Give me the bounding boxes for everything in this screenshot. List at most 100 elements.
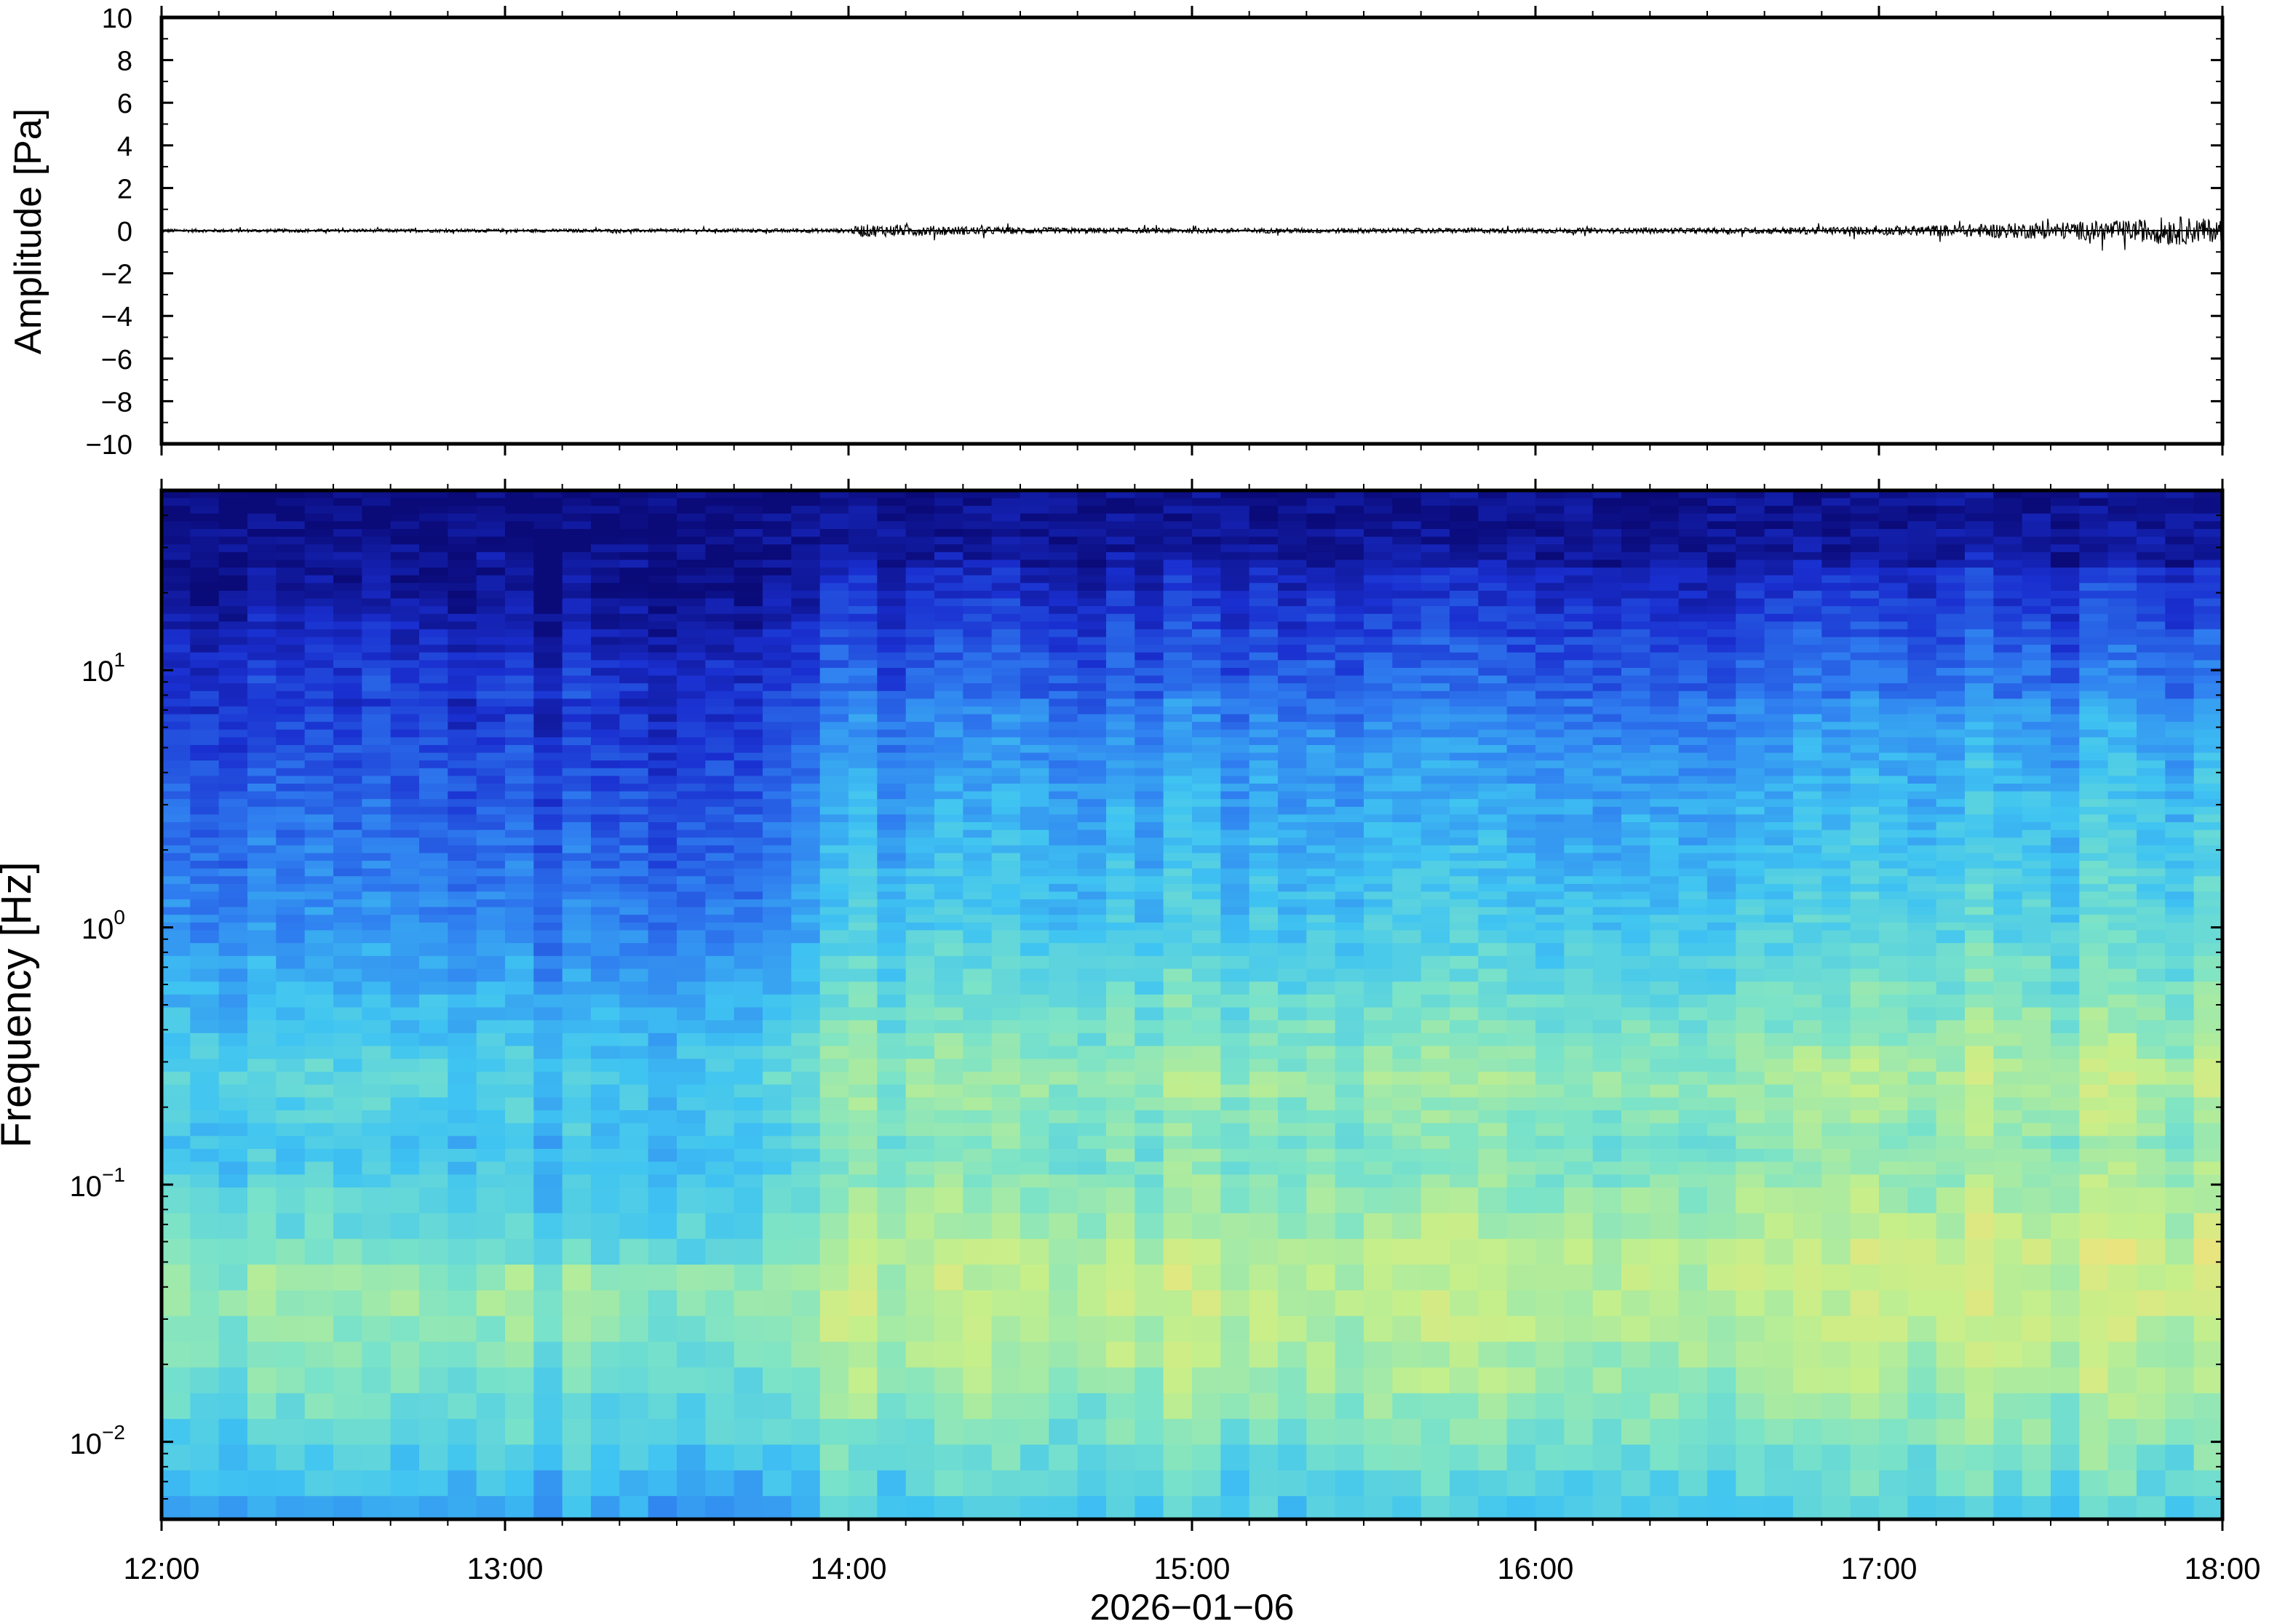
spectrogram-cell [1678, 568, 1708, 576]
spectrogram-cell [333, 1187, 363, 1214]
spectrogram-cell [1678, 722, 1708, 731]
spectrogram-cell [934, 943, 964, 957]
spectrogram-cell [905, 1213, 935, 1240]
spectrogram-cell [1306, 1046, 1336, 1060]
spectrogram-cell [1220, 752, 1250, 761]
spectrogram-cell [1564, 536, 1594, 546]
spectrogram-cell [505, 1444, 535, 1471]
spectrogram-cell [448, 683, 477, 692]
spectrogram-cell [849, 768, 878, 777]
spectrogram-cell [819, 506, 849, 514]
spectrogram-cell [763, 1007, 792, 1022]
spectrogram-cell [304, 590, 334, 600]
spectrogram-cell [963, 1046, 993, 1060]
spectrogram-cell [247, 1290, 277, 1317]
spectrogram-cell [763, 744, 792, 754]
spectrogram-cell [1278, 1007, 1308, 1022]
spectrogram-cell [819, 1161, 849, 1176]
spectrogram-cell [162, 776, 191, 784]
spectrogram-cell [963, 799, 993, 808]
spectrogram-cell [1420, 513, 1450, 522]
spectrogram-cell [1564, 1238, 1594, 1265]
spectrogram-cell [1650, 560, 1680, 568]
spectrogram-cell [763, 1238, 792, 1265]
spectrogram-cell [1678, 1097, 1708, 1111]
spectrogram-cell [362, 829, 392, 839]
spectrogram-cell [218, 1161, 248, 1176]
spectrogram-cell [1020, 1020, 1050, 1034]
spectrogram-cell [619, 590, 649, 600]
spectrogram-cell [1306, 868, 1336, 877]
spectrogram-cell [963, 943, 993, 957]
spectrogram-cell [562, 1161, 592, 1176]
spectrogram-cell [734, 690, 763, 700]
spectrogram-cell [1535, 1238, 1565, 1265]
spectrogram-cell [1420, 490, 1450, 499]
spectrogram-cell [476, 791, 506, 800]
spectrogram-cell [162, 490, 191, 499]
spectrogram-cell [1220, 729, 1250, 739]
spectrogram-cell [991, 1071, 1021, 1086]
spectrogram-cell [1335, 590, 1364, 600]
spectrogram-cell [1020, 1238, 1050, 1265]
spectrogram-cell [562, 1419, 592, 1446]
spectrogram-cell [562, 883, 592, 893]
spectrogram-cell [162, 1470, 191, 1497]
spectrogram-cell [819, 915, 849, 923]
spectrogram-cell [1049, 783, 1078, 792]
spectrogram-cell [476, 629, 506, 638]
spectrogram-cell [648, 490, 677, 499]
spectrogram-cell [1420, 645, 1450, 653]
spectrogram-cell [304, 529, 334, 538]
spectrogram-cell [333, 621, 363, 630]
spectrogram-cell [1506, 943, 1536, 957]
spectrogram-cell [304, 744, 334, 754]
spectrogram-cell [791, 1161, 821, 1176]
spectrogram-cell [1106, 1367, 1136, 1394]
spectrogram-cell [304, 783, 334, 792]
spectrogram-cell [1364, 621, 1394, 630]
spectrogram-cell [1106, 544, 1136, 553]
spectrogram-cell [934, 1265, 964, 1291]
spectrogram-cell [963, 1148, 993, 1163]
spectrogram-cell [1678, 1148, 1708, 1163]
spectrogram-cell [934, 529, 964, 538]
spectrogram-cell [648, 1046, 677, 1060]
spectrogram-cell [1077, 799, 1107, 808]
spectrogram-cell [619, 1123, 649, 1137]
spectrogram-cell [905, 1110, 935, 1124]
spectrogram-cell [1249, 1238, 1279, 1265]
spectrogram-cell [1420, 552, 1450, 561]
spectrogram-cell [905, 1496, 935, 1519]
spectrogram-cell [1335, 613, 1364, 623]
spectrogram-cell [705, 1470, 735, 1497]
spectrogram-cell [1420, 776, 1450, 784]
spectrogram-cell [1335, 791, 1364, 800]
spectrogram-cell [991, 760, 1021, 769]
spectrogram-cell [1420, 822, 1450, 831]
spectrogram-cell [218, 560, 248, 568]
spectrogram-cell [533, 943, 563, 957]
spectrogram-cell [1478, 645, 1508, 653]
spectrogram-cell [533, 1187, 563, 1214]
spectrogram-cell [1535, 1148, 1565, 1163]
spectrogram-cell [1506, 1315, 1536, 1342]
spectrogram-cell [1592, 1315, 1622, 1342]
spectrogram-cell [648, 1161, 677, 1176]
spectrogram-cell [619, 675, 649, 684]
spectrogram-cell [1134, 1046, 1164, 1060]
spectrogram-cell [677, 1470, 707, 1497]
spectrogram-cell [1077, 1393, 1107, 1420]
spectrogram-cell [1020, 1084, 1050, 1099]
spectrogram-cell [1020, 943, 1050, 957]
spectrogram-cell [1678, 1020, 1708, 1034]
spectrogram-cell [648, 868, 677, 877]
spectrogram-cell [419, 1020, 449, 1034]
spectrogram-cell [819, 1342, 849, 1369]
spectrogram-cell [1678, 606, 1708, 615]
spectrogram-cell [1650, 968, 1680, 982]
spectrogram-cell [991, 652, 1021, 661]
spectrogram-cell [333, 1123, 363, 1137]
spectrogram-cell [362, 1444, 392, 1471]
spectrogram-cell [1278, 968, 1308, 982]
